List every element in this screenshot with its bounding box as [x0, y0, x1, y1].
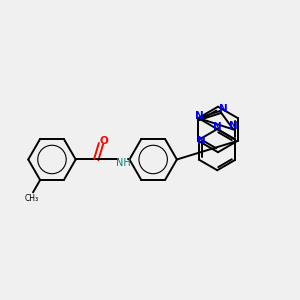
Text: O: O: [99, 136, 108, 146]
Text: N: N: [214, 122, 222, 132]
Text: N: N: [196, 112, 204, 122]
Text: NH: NH: [116, 158, 130, 168]
Text: N: N: [219, 104, 227, 114]
Text: CH₃: CH₃: [24, 194, 38, 203]
Text: N: N: [197, 136, 206, 146]
Text: N: N: [229, 121, 238, 131]
